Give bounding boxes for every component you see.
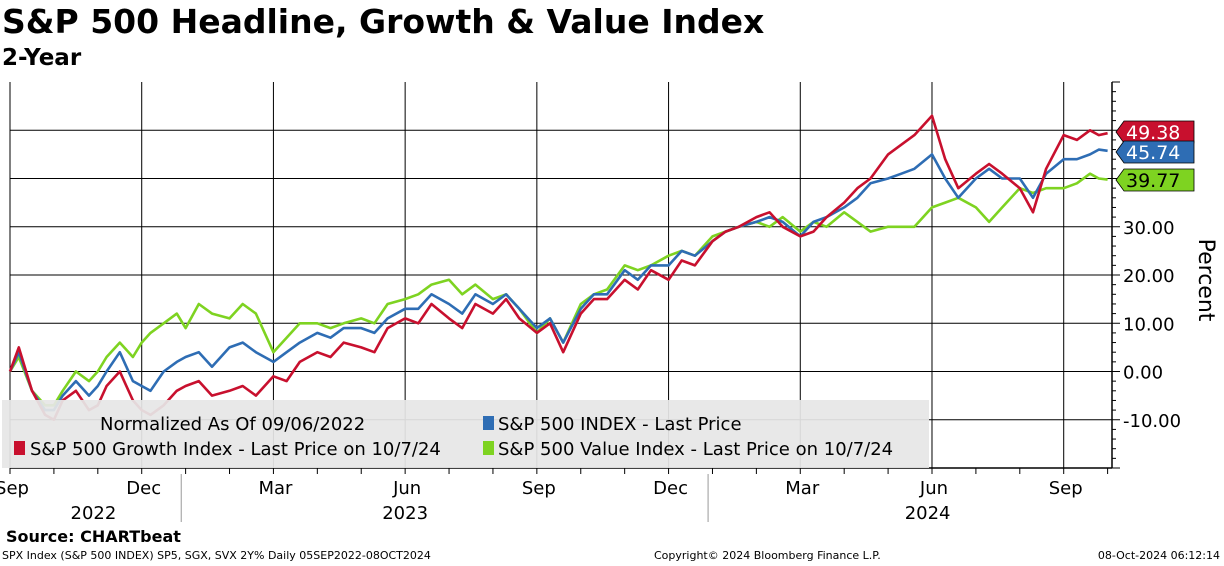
series-line-index xyxy=(8,148,1108,412)
x-tick-label: Dec xyxy=(653,478,688,499)
x-tick-label: Sep xyxy=(1049,478,1083,499)
y-tick-label: 20.00 xyxy=(1123,266,1175,287)
footer-copyright: Copyright© 2024 Bloomberg Finance L.P. xyxy=(654,549,881,562)
y-tick-label: 30.00 xyxy=(1123,218,1175,239)
x-tick-label: Dec xyxy=(126,478,161,499)
x-axis: Sep Dec Mar Jun Sep Dec Mar Jun Sep 2022 2023 2024 xyxy=(0,468,1109,524)
y-tick-label: 0.00 xyxy=(1123,363,1163,384)
x-tick-label: Sep xyxy=(0,478,29,499)
x-tick-label: Jun xyxy=(919,478,948,499)
last-value-tag-index xyxy=(1115,140,1195,164)
legend-swatch-index xyxy=(483,416,494,430)
series-lines xyxy=(8,114,1108,422)
last-value-label-value: 39.77 xyxy=(1126,170,1180,192)
x-year-label: 2022 xyxy=(71,503,117,524)
footer-timestamp: 08-Oct-2024 06:12:14 xyxy=(1097,549,1220,562)
series-line-growth xyxy=(8,114,1108,422)
x-tick-label: Mar xyxy=(785,478,820,499)
x-tick-label: Mar xyxy=(258,478,293,499)
legend-header: Normalized As Of 09/06/2022 xyxy=(100,414,365,435)
last-value-label-index: 45.74 xyxy=(1126,142,1180,164)
legend-swatch-growth xyxy=(14,441,25,455)
legend-label-value: S&P 500 Value Index - Last Price on 10/7… xyxy=(498,439,893,460)
y-tick-label: -10.00 xyxy=(1123,411,1181,432)
y-tick-label: 10.00 xyxy=(1123,314,1175,335)
y-axis: -10.00 0.00 10.00 20.00 30.00 Percent xyxy=(1112,81,1218,469)
legend-swatch-value xyxy=(483,441,494,455)
x-tick-label: Jun xyxy=(392,478,421,499)
x-tick-label: Sep xyxy=(522,478,556,499)
y-axis-title: Percent xyxy=(1193,239,1218,322)
chart-title: S&P 500 Headline, Growth & Value Index xyxy=(2,2,765,41)
last-value-tag-value xyxy=(1115,168,1195,192)
x-year-label: 2023 xyxy=(382,503,428,524)
legend-label-growth: S&P 500 Growth Index - Last Price on 10/… xyxy=(30,439,441,460)
last-value-label-growth: 49.38 xyxy=(1126,122,1180,144)
chart-subtitle: 2-Year xyxy=(2,45,82,71)
legend-box xyxy=(2,400,929,468)
last-value-tag-growth xyxy=(1115,120,1195,144)
legend-label-index: S&P 500 INDEX - Last Price xyxy=(498,414,742,435)
footer-description: SPX Index (S&P 500 INDEX) SP5, SGX, SVX … xyxy=(2,549,431,562)
x-year-label: 2024 xyxy=(905,503,951,524)
source-note: Source: CHARTbeat xyxy=(6,527,181,546)
series-line-value xyxy=(8,172,1108,407)
legend: Normalized As Of 09/06/2022 S&P 500 INDEX… xyxy=(2,400,929,468)
